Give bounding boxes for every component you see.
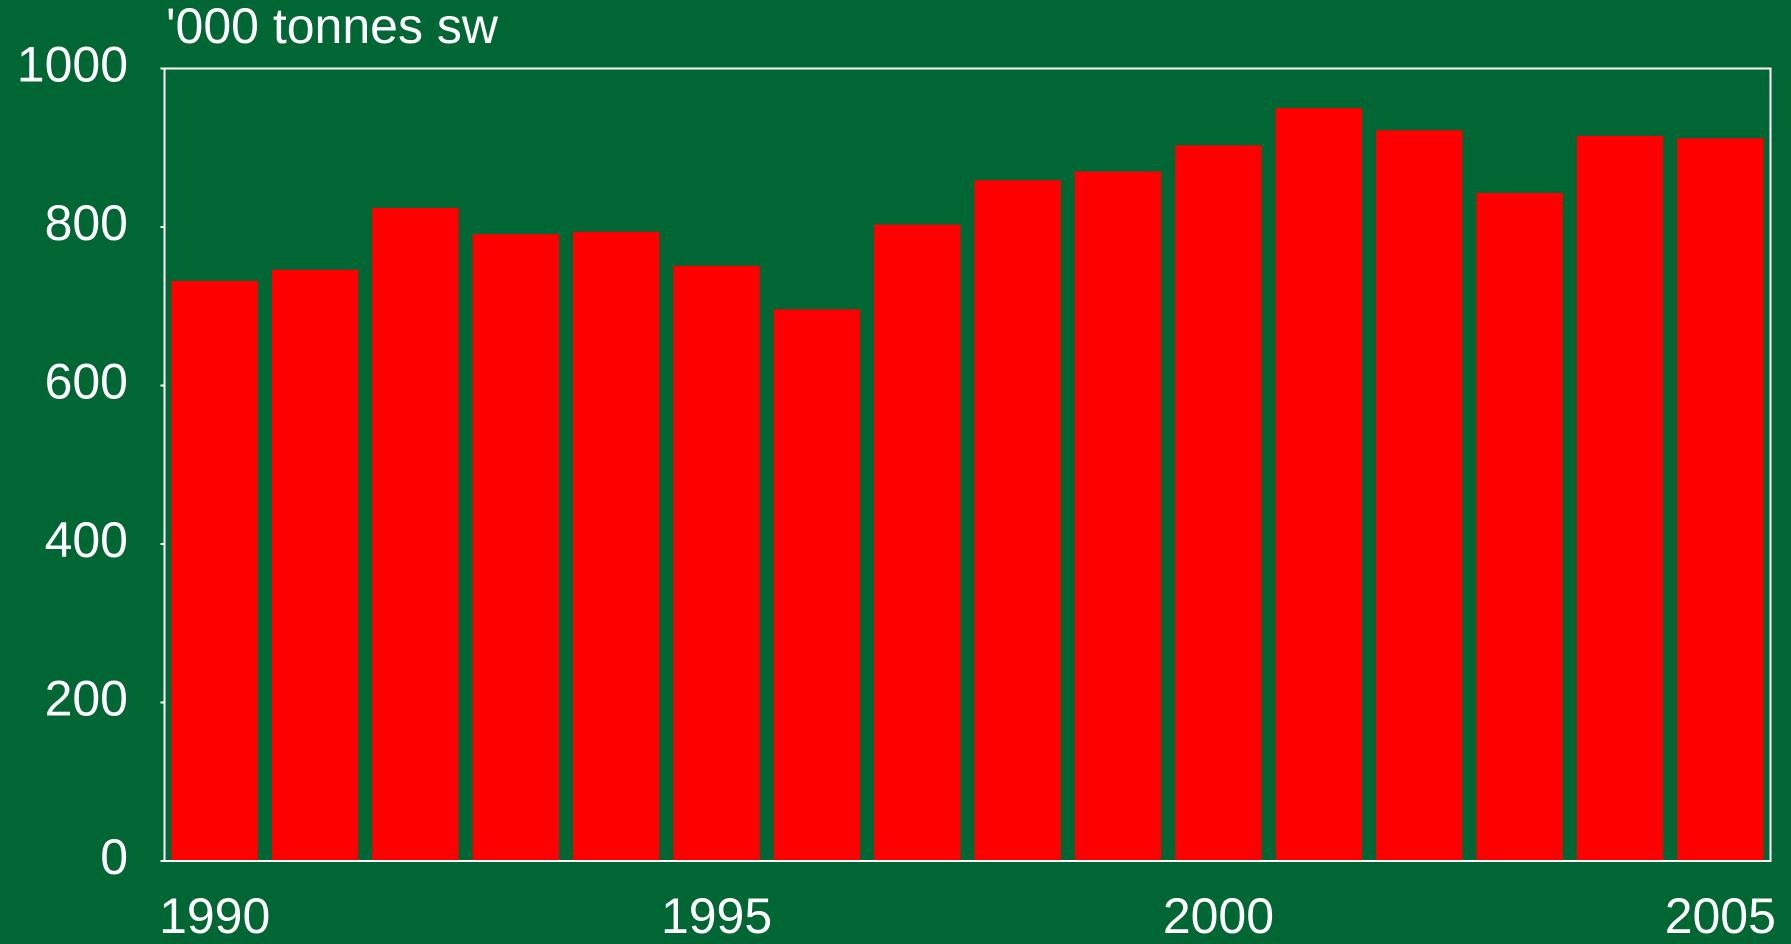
bar [1576,135,1664,862]
bar [1074,171,1162,861]
x-tick-label: 2000 [1163,888,1274,944]
bar [372,207,459,862]
bar [472,234,559,861]
y-tick-label: 600 [45,354,128,410]
y-tick-label: 0 [100,829,128,885]
x-tick-label: 1995 [661,888,772,944]
x-tick-label: 1990 [159,888,270,944]
bar [1376,130,1463,861]
x-tick-label: 2005 [1665,888,1776,944]
bar [573,231,660,861]
bar [673,265,760,861]
plot-frame [163,67,1772,862]
y-tick-label: 400 [45,512,128,568]
bar [773,309,861,861]
y-tick-label: 800 [45,195,128,251]
bar [171,280,258,861]
y-tick-label: 1000 [17,37,128,93]
bar [1476,192,1563,862]
bar [271,269,359,861]
bar [874,224,961,861]
y-axis-label: '000 tonnes sw [166,0,499,54]
y-tick-label: 200 [45,671,128,727]
bar [1275,108,1362,861]
bar [974,180,1061,861]
bar [1677,138,1764,862]
bar [1175,145,1262,861]
